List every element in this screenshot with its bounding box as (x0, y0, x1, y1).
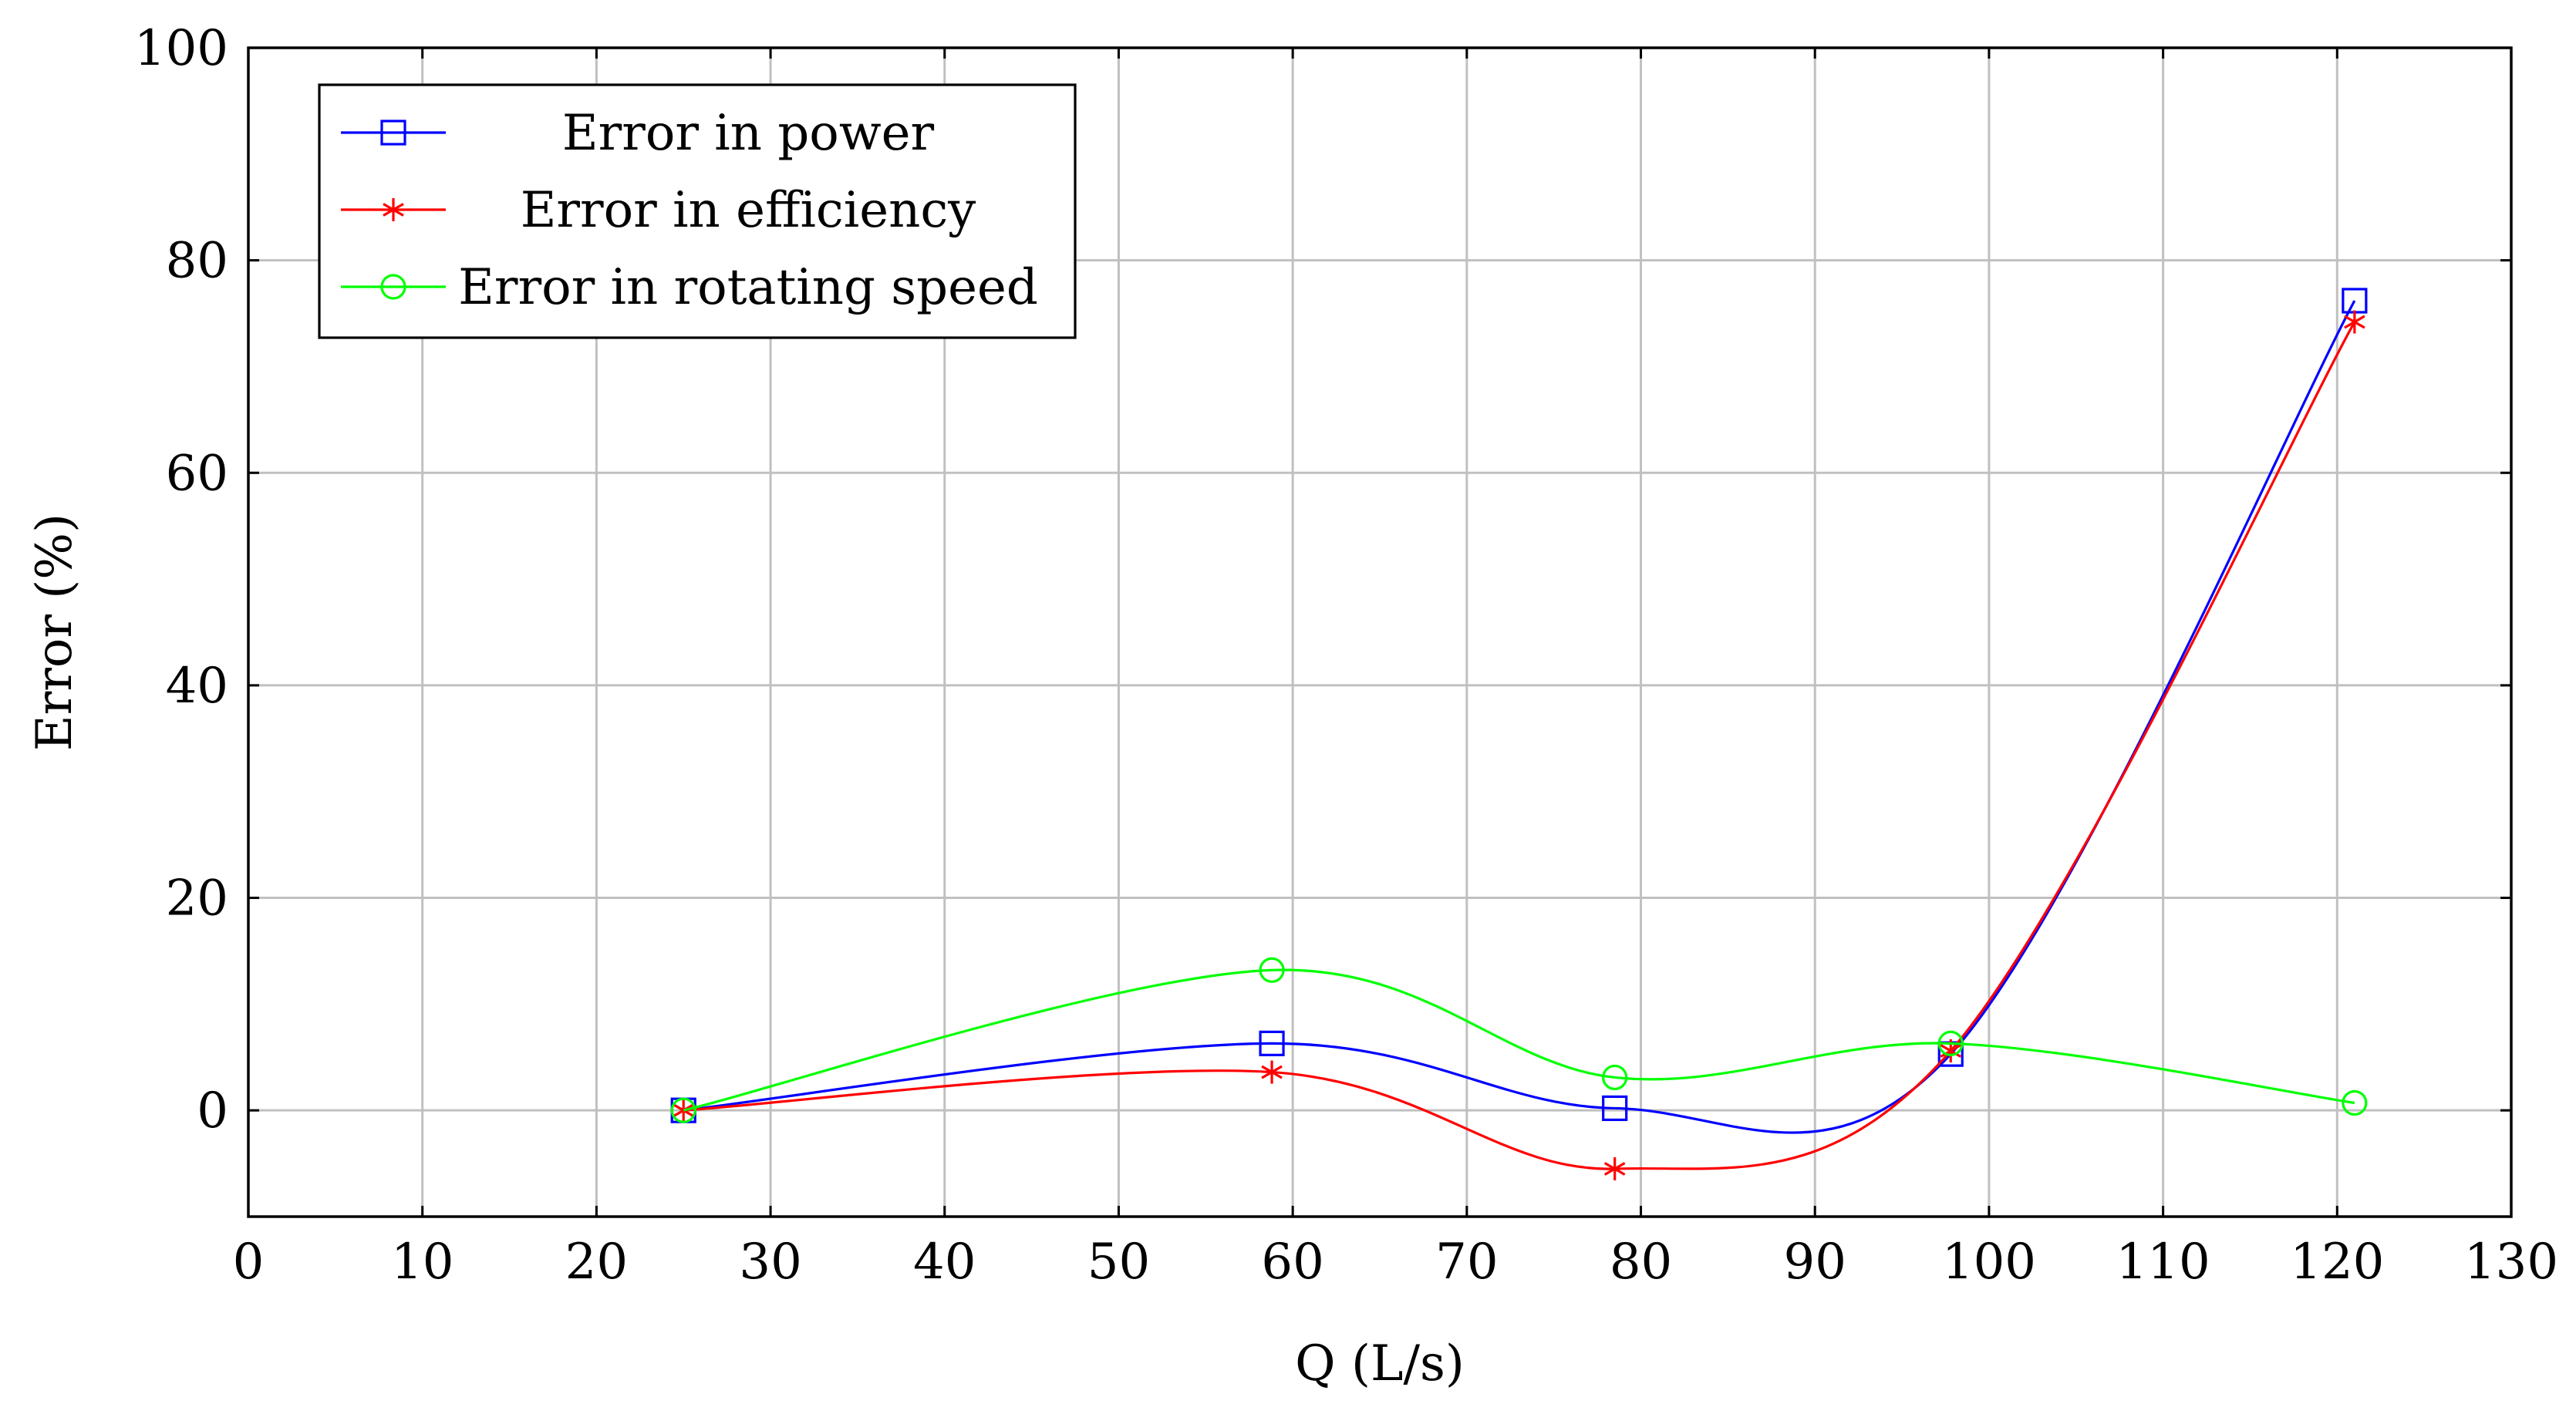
x-tick-label: 50 (1087, 1234, 1150, 1291)
legend-swatch-marker (383, 198, 404, 221)
data-point (1261, 1060, 1283, 1084)
legend-label: Error in power (562, 105, 935, 162)
x-tick-label: 80 (1610, 1234, 1672, 1291)
legend-label: Error in efficiency (521, 182, 976, 239)
x-tick-label: 100 (1942, 1234, 2036, 1291)
series-line (683, 968, 2355, 1112)
x-tick-label: 30 (739, 1234, 801, 1291)
asterisk-stroke (1261, 1065, 1283, 1079)
y-tick-label: 80 (166, 233, 228, 290)
data-point (670, 1097, 696, 1123)
y-tick-label: 20 (166, 870, 228, 928)
legend: Error in power Error in efficiency Error i… (318, 83, 1077, 339)
series-2 (670, 957, 2368, 1123)
x-tick-label: 20 (565, 1234, 628, 1291)
y-tick-label: 100 (134, 20, 228, 77)
data-point (1602, 1064, 1628, 1091)
x-axis-title: Q (L/s) (1295, 1335, 1465, 1392)
series-0 (670, 288, 2368, 1134)
y-axis-title: Error (%) (26, 513, 83, 751)
asterisk-stroke (1940, 1044, 1962, 1058)
x-tick-label: 60 (1261, 1234, 1323, 1291)
x-tick-label: 10 (391, 1234, 453, 1291)
legend-swatch-marker (380, 120, 406, 146)
series-1 (673, 310, 2365, 1180)
x-tick-label: 40 (913, 1234, 976, 1291)
data-point (1937, 1030, 1964, 1056)
y-tick-label: 40 (166, 658, 228, 715)
legend-label: Error in rotating speed (458, 259, 1038, 316)
legend-box (318, 83, 1077, 339)
x-tick-label: 0 (233, 1234, 265, 1291)
asterisk-stroke (1603, 1162, 1626, 1176)
data-point (2342, 1089, 2368, 1116)
y-tick-label: 60 (166, 445, 228, 502)
axis-ticks (247, 46, 2513, 1217)
legend-entry: Error in power (341, 105, 934, 162)
asterisk-stroke (383, 203, 404, 217)
data-point (1259, 957, 1285, 983)
x-tick-label: 70 (1435, 1234, 1498, 1291)
series-layer (670, 288, 2368, 1180)
asterisk-stroke (2344, 315, 2365, 329)
series-line (683, 321, 2356, 1170)
legend-entry: Error in efficiency (341, 182, 976, 239)
legend-entry: Error in rotating speed (341, 259, 1038, 316)
data-point (1603, 1156, 1626, 1180)
data-point (2342, 288, 2368, 314)
x-tick-label: 110 (2116, 1234, 2210, 1291)
series-line (683, 300, 2356, 1134)
x-tick-label: 130 (2464, 1234, 2558, 1291)
legend-swatch-marker (380, 274, 406, 300)
x-tick-label: 90 (1784, 1234, 1846, 1291)
data-point (2344, 310, 2365, 334)
y-tick-label: 0 (197, 1082, 228, 1140)
x-tick-label: 120 (2290, 1234, 2384, 1291)
data-point (1259, 1030, 1285, 1056)
plot-frame (247, 46, 2513, 1218)
data-point (1602, 1095, 1628, 1122)
tick-labels: 0 10 20 30 40 50 60 70 80 90 100 110 120 130 0 20 40 60 80… (134, 20, 2558, 1291)
